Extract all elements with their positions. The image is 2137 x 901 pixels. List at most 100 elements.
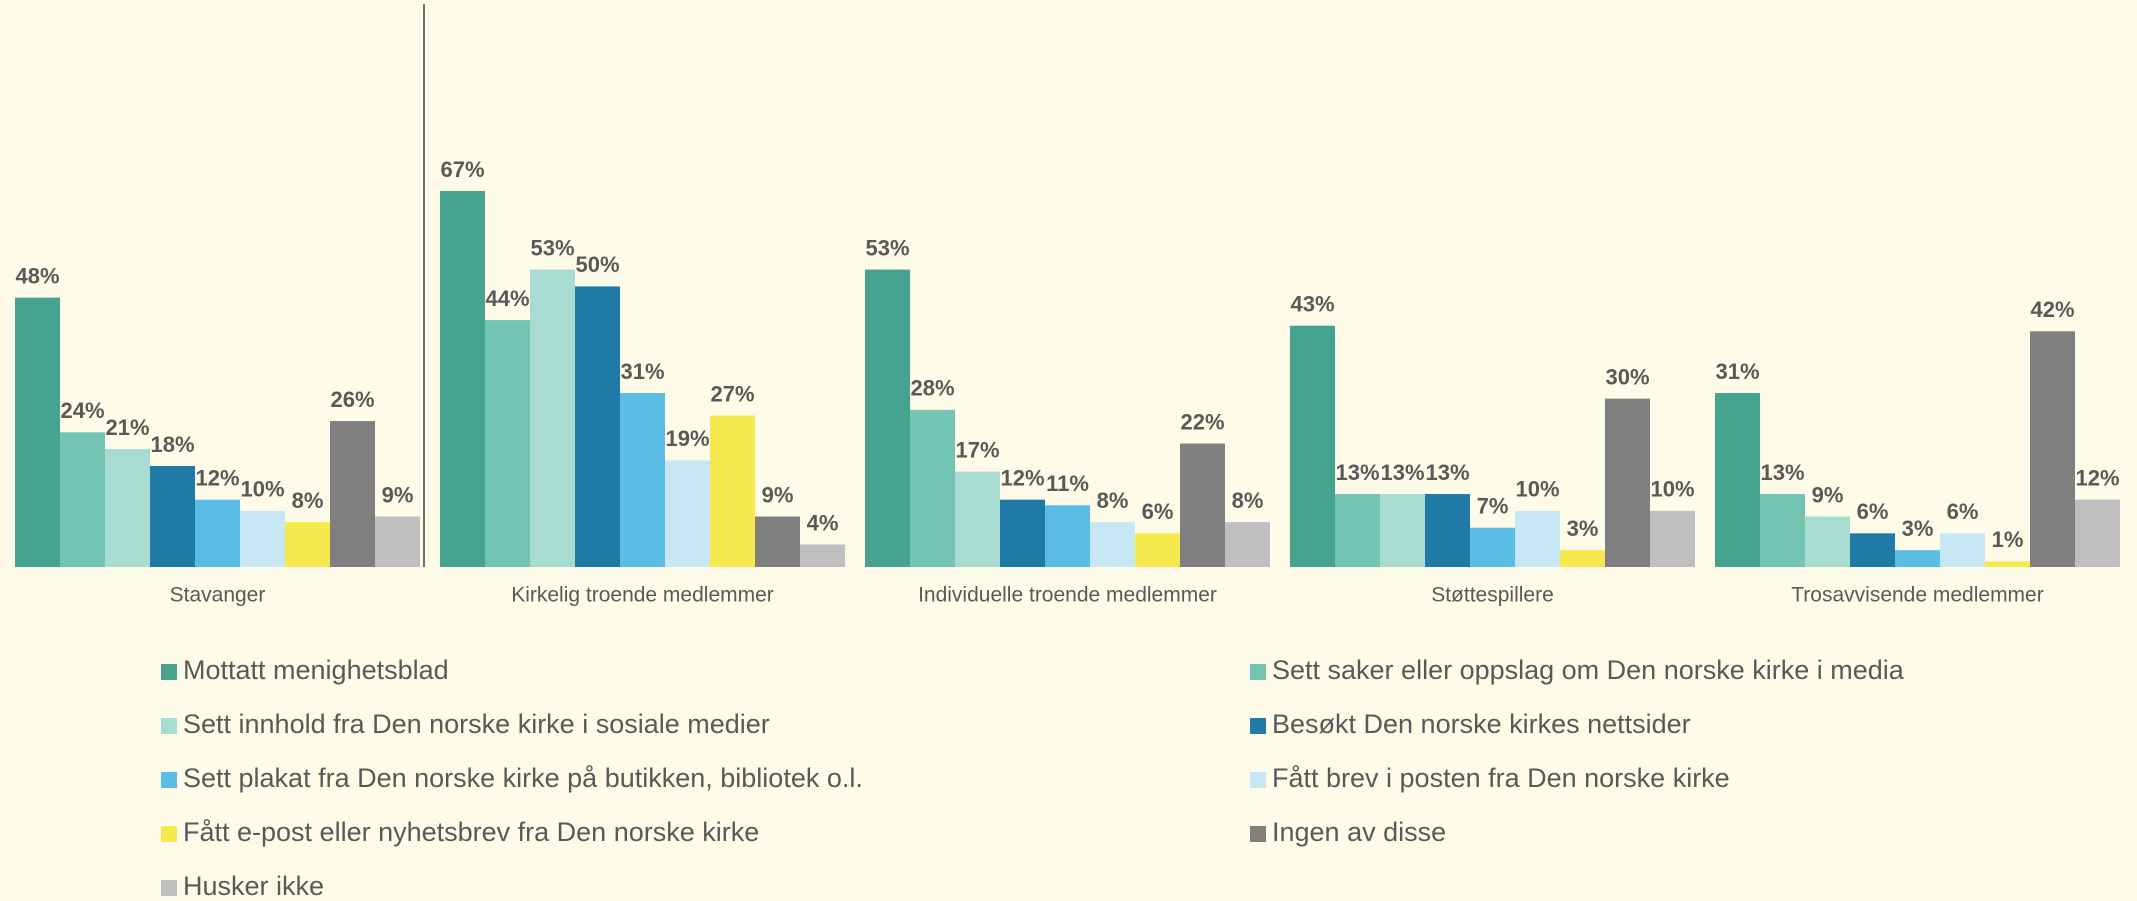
value-label: 9% [382,482,414,507]
bar [665,460,710,567]
value-label: 26% [330,387,374,412]
bar [1335,494,1380,567]
x-tick-label: Støttespillere [1431,584,1554,607]
bar [755,516,800,567]
value-label: 50% [575,252,619,277]
value-label: 67% [440,157,484,182]
bar [1045,505,1090,567]
legend-swatch [161,772,177,788]
legend-label: Fått e-post eller nyhetsbrev fra Den nor… [183,817,759,847]
legend-swatch [161,880,177,896]
bar [1470,527,1515,567]
value-label: 7% [1477,494,1509,519]
bar [1290,325,1335,567]
x-tick-label: Individuelle troende medlemmer [918,584,1217,607]
bar [240,510,285,567]
value-label: 1% [1992,527,2024,552]
value-label: 53% [865,235,909,260]
bar [1090,522,1135,567]
bar [1515,510,1560,567]
value-label: 30% [1605,364,1649,389]
value-label: 13% [1760,460,1804,485]
value-label: 31% [1715,359,1759,384]
bar [1605,398,1650,567]
bar [710,415,755,567]
x-tick-label: Kirkelig troende medlemmer [511,584,774,607]
legend-label: Besøkt Den norske kirkes nettsider [1272,709,1691,739]
value-label: 8% [1232,488,1264,513]
bar [105,449,150,567]
x-tick-label: Stavanger [170,584,266,607]
bar [1000,499,1045,567]
bar [865,269,910,567]
legend-label: Husker ikke [183,871,324,901]
value-label: 22% [1180,409,1224,434]
legend-label: Ingen av disse [1272,817,1446,847]
bar [955,471,1000,567]
value-label: 48% [15,263,59,288]
value-label: 12% [2075,465,2119,490]
legend-swatch [1250,718,1266,734]
bar [15,297,60,567]
bar [330,421,375,567]
bar [1805,516,1850,567]
legend-swatch [1250,664,1266,680]
value-label: 17% [955,437,999,462]
bar [1650,510,1695,567]
bar [1560,550,1605,567]
legend-swatch [1250,772,1266,788]
value-label: 9% [1812,482,1844,507]
value-label: 6% [1947,499,1979,524]
value-label: 19% [665,426,709,451]
legend-label: Sett innhold fra Den norske kirke i sosi… [183,709,770,739]
legend-swatch [1250,826,1266,842]
value-label: 3% [1902,516,1934,541]
bar [1135,533,1180,567]
bar [530,269,575,567]
value-label: 13% [1425,460,1469,485]
value-label: 8% [1097,488,1129,513]
value-label: 8% [292,488,324,513]
bar [620,393,665,567]
bar [285,522,330,567]
bar [2030,331,2075,567]
value-label: 10% [1515,477,1559,502]
value-label: 24% [60,398,104,423]
bar [440,191,485,567]
bar [800,544,845,567]
value-label: 11% [1046,471,1089,496]
bar [575,286,620,567]
value-label: 28% [910,376,954,401]
legend-label: Sett plakat fra Den norske kirke på buti… [183,763,863,793]
value-label: 43% [1290,291,1334,316]
legend-label: Fått brev i posten fra Den norske kirke [1272,763,1730,793]
value-label: 4% [807,510,839,535]
bar [910,409,955,567]
bar [1715,393,1760,567]
value-label: 44% [485,286,529,311]
bar [485,320,530,567]
legend-swatch [161,718,177,734]
legend-swatch [161,664,177,680]
value-label: 10% [240,477,284,502]
bar [1985,561,2030,567]
bar [2075,499,2120,567]
legend-label: Sett saker eller oppslag om Den norske k… [1272,655,1905,685]
value-label: 3% [1567,516,1599,541]
x-tick-label: Trosavvisende medlemmer [1791,584,2043,607]
bar [195,499,240,567]
bar [1180,443,1225,567]
bar [60,432,105,567]
value-label: 13% [1380,460,1424,485]
bar [1380,494,1425,567]
bar [150,465,195,567]
value-label: 10% [1650,477,1694,502]
bar [1225,522,1270,567]
bar [1425,494,1470,567]
legend-label: Mottatt menighetsblad [183,655,449,685]
bar [1940,533,1985,567]
value-label: 12% [195,465,239,490]
bar [375,516,420,567]
value-label: 21% [105,415,149,440]
